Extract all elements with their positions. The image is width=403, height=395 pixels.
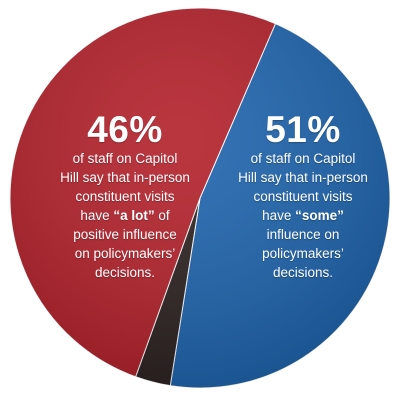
annotation-emphasis: “some”	[295, 208, 344, 223]
slice-percent: 51%	[265, 109, 341, 150]
annotation-line: Hill say that in-person	[60, 170, 190, 185]
pie-shading	[10, 8, 390, 388]
annotation-line: on policymakers’	[74, 246, 176, 261]
annotation-line: of staff on Capitol	[250, 151, 356, 166]
annotation-line: influence on	[266, 227, 340, 242]
annotation-line: of staff on Capitol	[72, 151, 178, 166]
annotation-line: decisions.	[94, 265, 156, 280]
annotation-line: constituent visits	[253, 189, 353, 204]
slice-label-a-lot: 46% of staff on Capitol Hill say that in…	[50, 109, 200, 282]
annotation-line: have	[262, 208, 296, 223]
annotation-line: Hill say that in-person	[238, 170, 368, 185]
slice-label-some: 51% of staff on Capitol Hill say that in…	[223, 109, 383, 282]
annotation-line: constituent visits	[75, 189, 175, 204]
annotation-line: have	[80, 208, 114, 223]
annotation-line: policymakers’	[262, 246, 344, 261]
annotation-emphasis: “a lot”	[113, 208, 155, 223]
annotation-line: decisions.	[272, 265, 334, 280]
annotation-line: positive influence	[73, 227, 177, 242]
annotation-line: of	[154, 208, 170, 223]
slice-percent: 46%	[87, 109, 163, 150]
